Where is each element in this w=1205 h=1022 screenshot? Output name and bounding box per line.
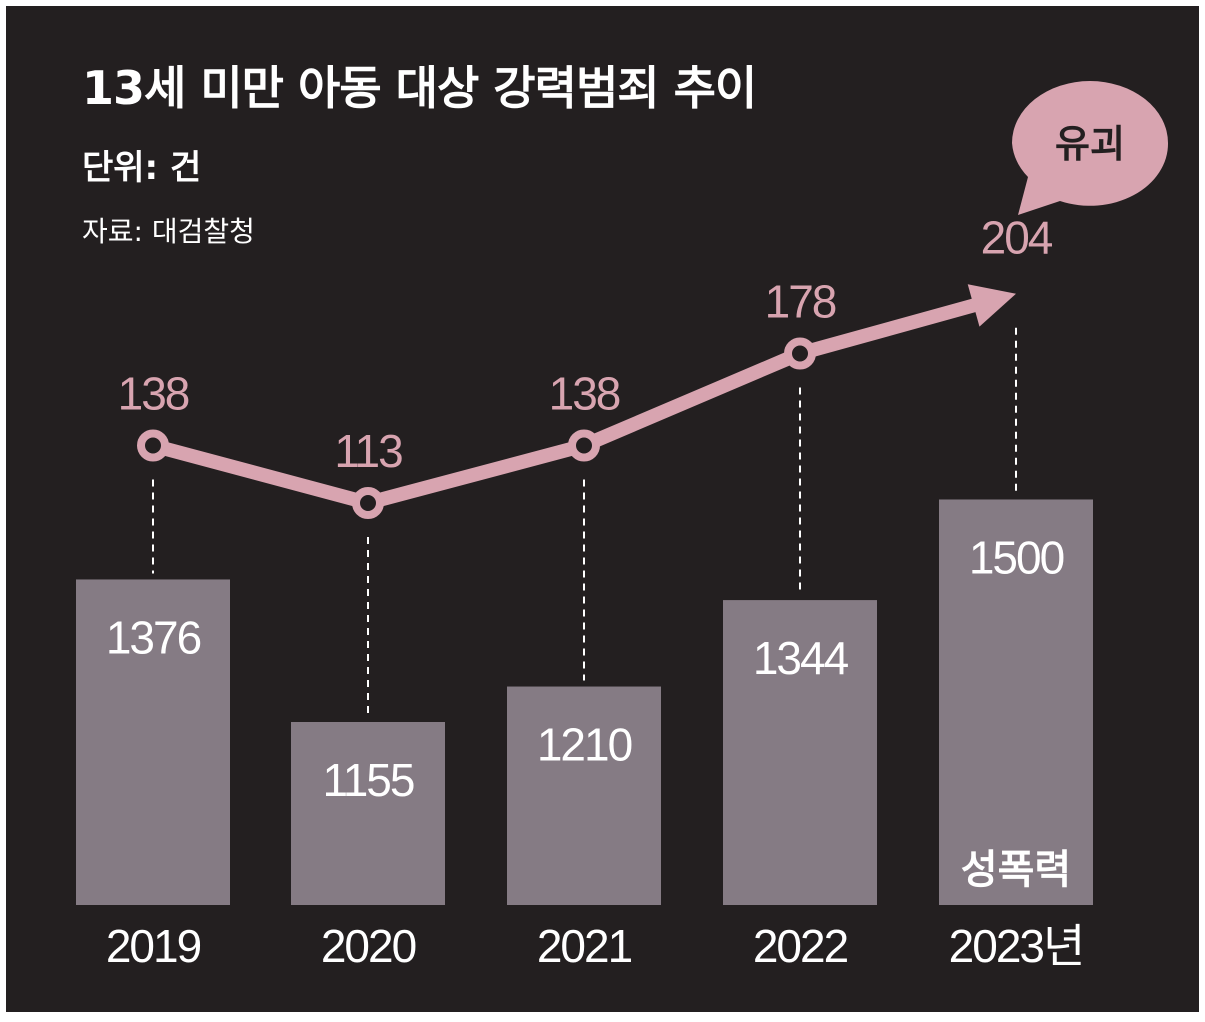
line-point xyxy=(352,487,384,519)
line-point xyxy=(784,337,816,370)
chart-title: 13세 미만 아동 대상 강력범죄 추이 xyxy=(82,61,757,115)
guide-lines xyxy=(152,327,1017,716)
bar-series xyxy=(76,499,1093,905)
bar-value-label: 1500 xyxy=(969,531,1064,583)
arrowhead xyxy=(967,284,1016,327)
x-tick-label: 2021 xyxy=(537,920,632,972)
x-tick-label: 2022 xyxy=(753,920,848,972)
line-point xyxy=(137,429,169,462)
bar-value-label: 1344 xyxy=(753,632,849,684)
bar-value-label: 1155 xyxy=(323,754,414,806)
line-value-label: 113 xyxy=(334,425,402,477)
bar-series-label: 성폭력 xyxy=(961,847,1071,893)
bar-2020 xyxy=(291,722,445,905)
line-series-label: 유괴 xyxy=(1055,122,1125,166)
speech-bubble xyxy=(1012,81,1169,215)
x-tick-label: 2023년 xyxy=(949,920,1084,972)
line-value-label: 138 xyxy=(549,368,620,420)
bar-value-label: 1210 xyxy=(537,719,632,771)
x-tick-label: 2020 xyxy=(321,920,416,972)
line-value-label: 178 xyxy=(765,276,836,328)
bar-2023년 xyxy=(939,499,1093,905)
line-value-label: 204 xyxy=(981,212,1053,264)
bar-2021 xyxy=(507,686,661,905)
line-point xyxy=(568,429,600,462)
bar-2019 xyxy=(76,579,230,905)
chart-unit: 단위: 건 xyxy=(82,148,202,188)
bar-value-label: 1376 xyxy=(106,611,201,663)
data-labels: 1376 1155 1210 1344 1500 성폭력 2019 2020 2021 2022 2… xyxy=(106,212,1086,972)
chart-source: 자료: 대검찰청 xyxy=(82,215,255,248)
x-tick-label: 2019 xyxy=(106,920,201,972)
line-callout: 유괴 xyxy=(1012,81,1169,215)
line-value-label: 138 xyxy=(118,368,189,420)
line-series xyxy=(137,284,1016,519)
bar-2022 xyxy=(723,600,877,905)
